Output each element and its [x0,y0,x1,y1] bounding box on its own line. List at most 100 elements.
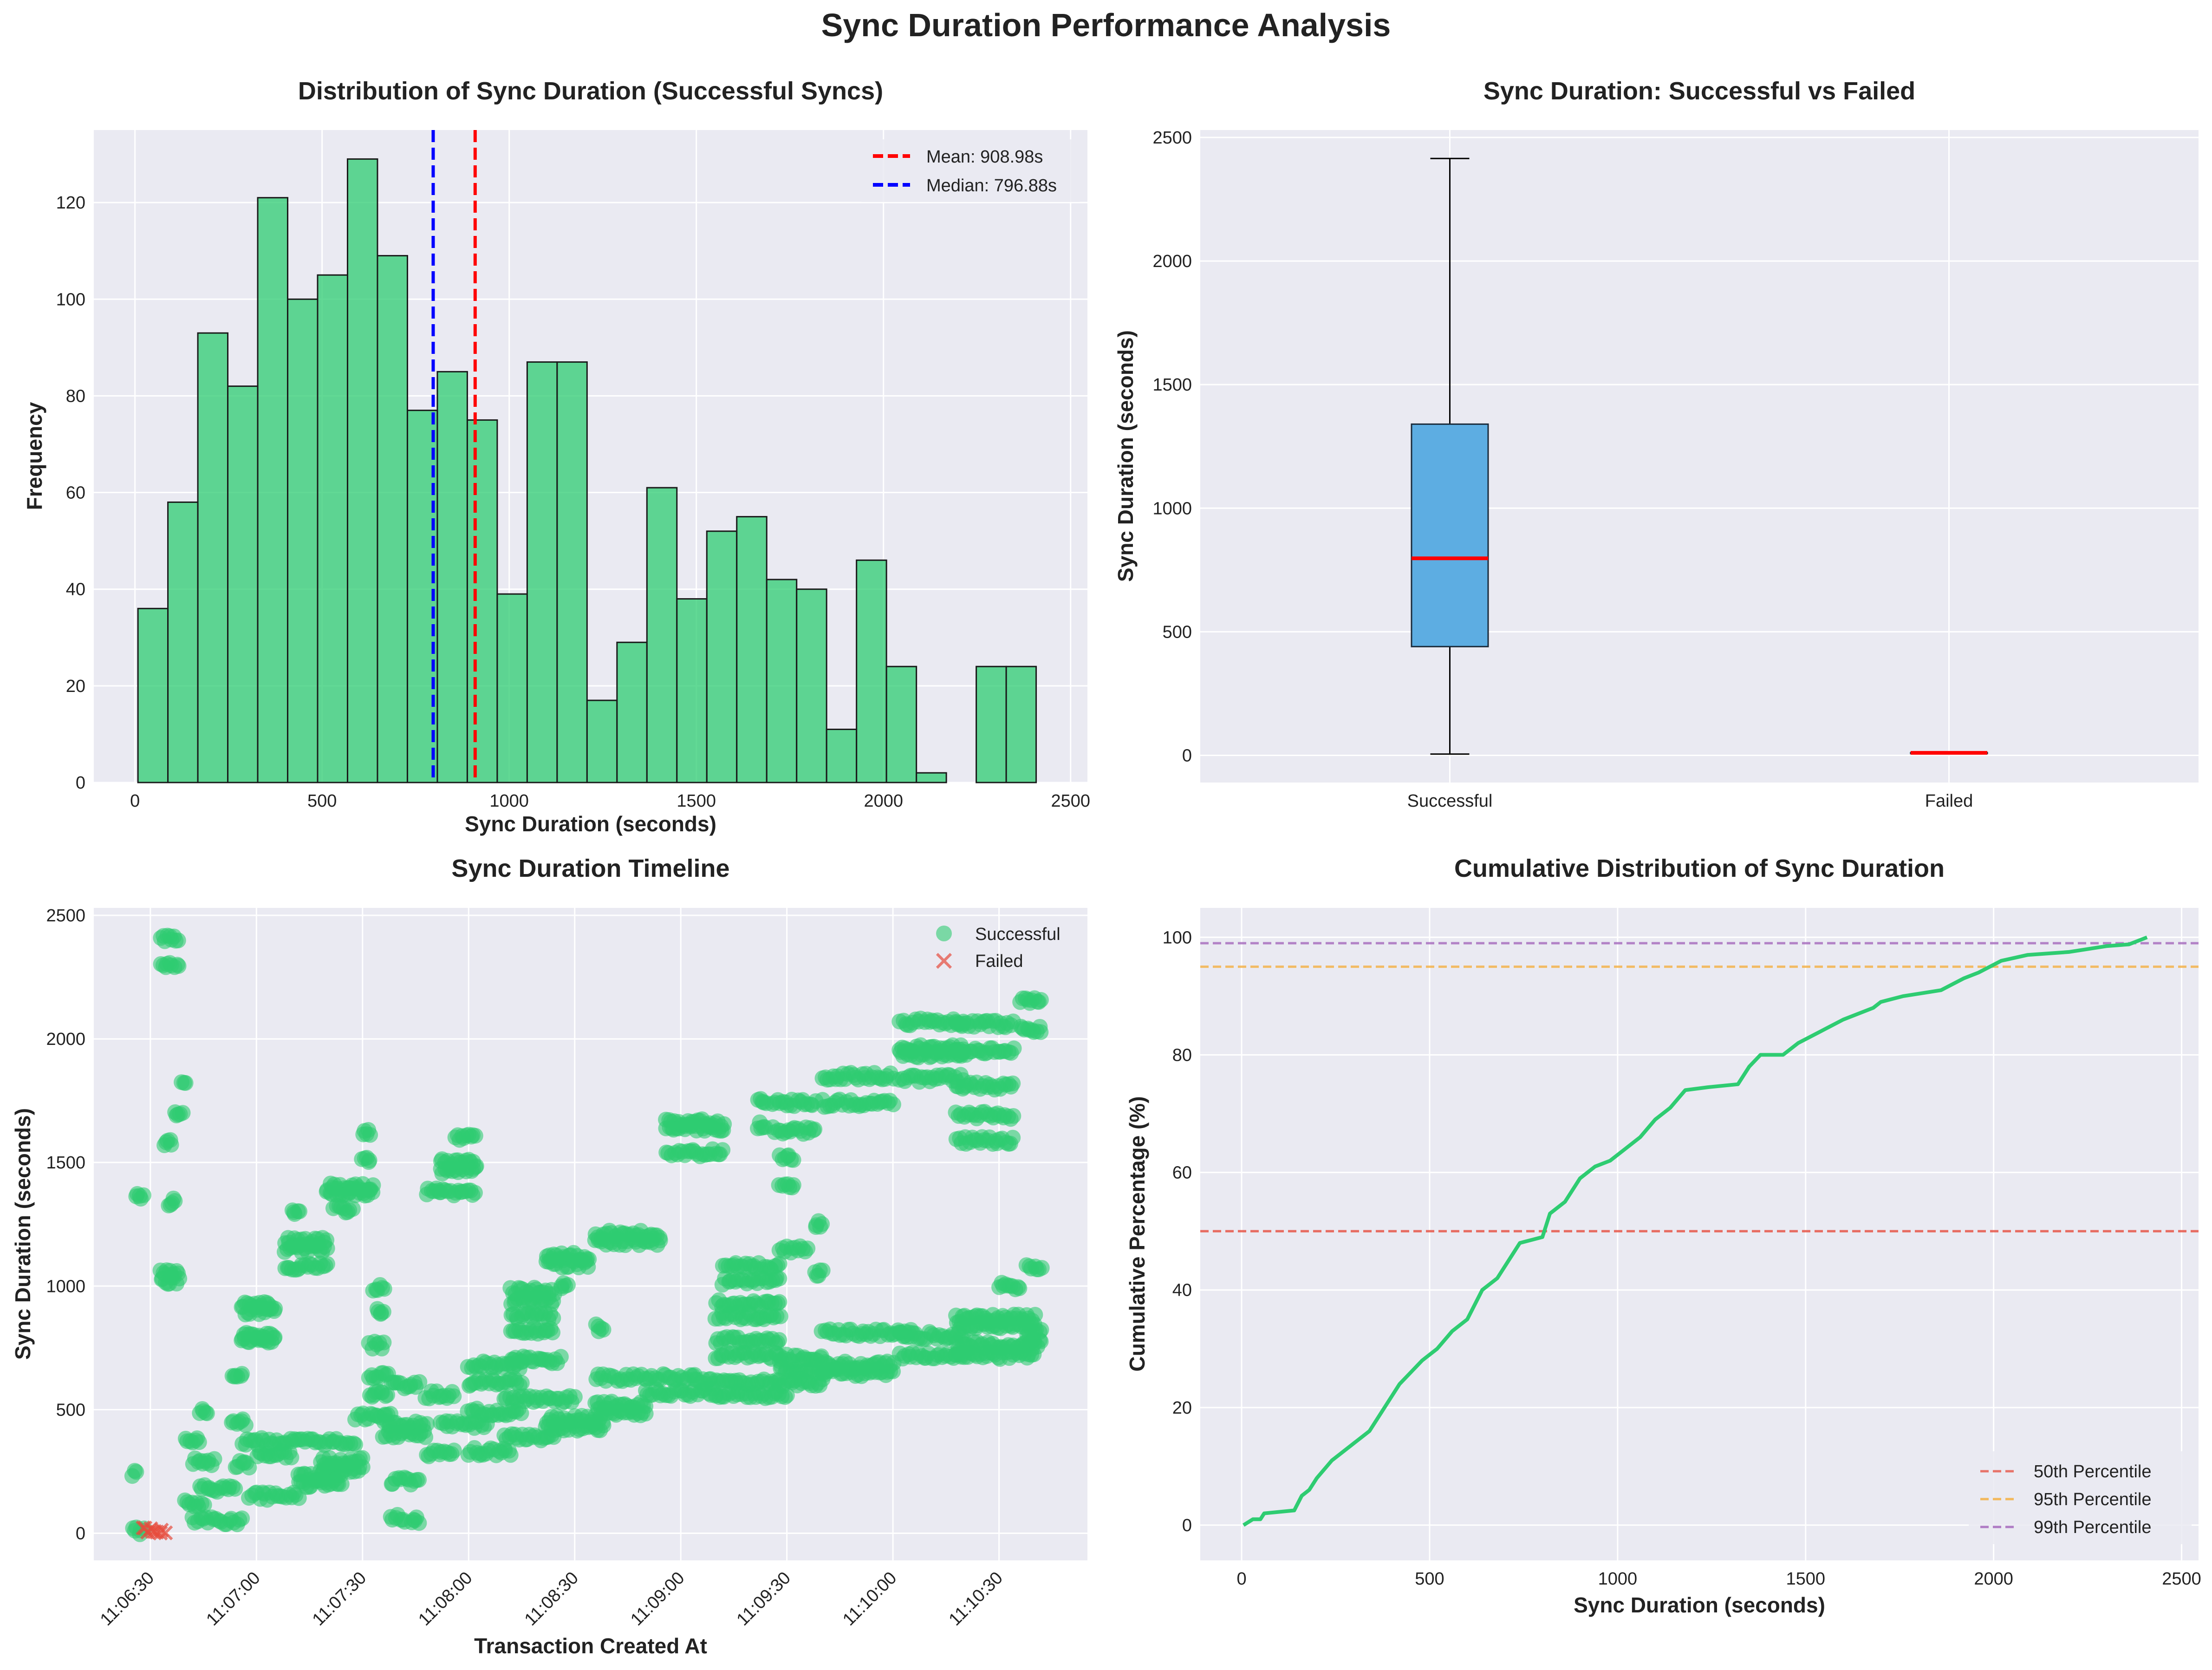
y-tick-label: 0 [76,1524,85,1543]
histogram-bar [916,772,947,783]
successful-point [345,1201,361,1217]
successful-point [1033,1333,1049,1350]
successful-point [375,1304,391,1320]
successful-point [170,933,186,949]
histogram-bar [257,197,289,783]
boxplot-plot-area [1200,130,2199,783]
histogram-bar [436,371,468,783]
successful-point [814,1262,831,1279]
successful-point [1034,1259,1050,1276]
x-tick-label: 11:06:30 [97,1568,158,1630]
histogram-bar [796,588,827,783]
histogram-bar [856,559,887,783]
successful-point [513,1405,529,1422]
successful-point [266,1303,282,1319]
successful-point [206,1451,222,1467]
x-tick-label: 2000 [864,791,903,811]
successful-point [362,1127,378,1143]
successful-point [807,1121,823,1137]
successful-point [560,1277,576,1293]
x-tick-label: 11:09:00 [627,1568,688,1630]
legend-successful-label: Successful [975,925,1060,944]
histogram-bar [377,255,408,783]
y-tick-label: 1500 [1152,375,1192,395]
boxplot-ylabel: Sync Duration (seconds) [1113,330,1138,582]
successful-point [502,1447,519,1463]
successful-point [171,1270,188,1286]
histogram-panel: Distribution of Sync Duration (Successfu… [22,77,1090,836]
histogram-bar [676,598,708,783]
successful-point [128,1464,144,1480]
histogram-bar [885,665,917,783]
timeline-title: Sync Duration Timeline [451,855,729,882]
cdf-ylabel: Cumulative Percentage (%) [1125,1096,1149,1371]
x-tick-label: 11:10:00 [839,1568,900,1630]
successful-point [771,1294,787,1310]
successful-point [785,1177,801,1193]
x-tick-label: 1000 [1598,1569,1638,1589]
successful-point [411,1472,427,1488]
y-tick-label: 20 [66,677,85,696]
y-tick-label: 2000 [1152,252,1192,271]
legend-successful-marker [936,926,952,941]
histogram-ylabel: Frequency [22,402,46,510]
x-tick-label: 11:07:00 [202,1568,264,1630]
histogram-bar [766,579,798,783]
successful-point [191,1434,207,1450]
timeline-xlabel: Transaction Created At [474,1634,707,1658]
successful-point [468,1159,484,1175]
successful-point [638,1405,654,1422]
cdf-legend-box [1969,1451,2192,1544]
histogram-bar [616,641,648,783]
histogram-bar [646,487,678,783]
y-tick-label: 2500 [46,906,85,926]
successful-point [1005,1075,1021,1091]
boxplot-panel: Sync Duration: Successful vs Failed Succ… [1113,77,2199,811]
successful-point [234,1366,250,1382]
successful-point [1033,992,1049,1008]
cdf-line [1242,935,2148,1527]
successful-point [135,1187,151,1203]
y-tick-label: 40 [1172,1281,1192,1300]
histogram-bar [706,530,738,783]
successful-point [446,1388,462,1404]
x-tick-label: 11:07:30 [309,1568,370,1630]
histogram-bar [167,501,199,783]
y-tick-label: 100 [1163,928,1192,947]
y-tick-label: 500 [1163,622,1192,642]
y-tick-label: 0 [1182,746,1192,765]
successful-point [199,1405,215,1422]
histogram-bar [586,699,618,783]
successful-point [163,1136,179,1153]
successful-point [771,1271,787,1287]
successful-point [237,1417,254,1433]
successful-point [1033,1024,1049,1040]
successful-point [566,1389,583,1405]
successful-point [354,1459,371,1475]
x-tick-label: 11:08:00 [415,1568,476,1630]
successful-point [467,1185,483,1201]
legend-p99-label: 99th Percentile [2034,1518,2152,1537]
x-tick-label: Successful [1407,791,1493,811]
histogram-bar [556,361,588,783]
cdf-panel: Cumulative Distribution of Sync Duration… [1125,855,2201,1617]
y-tick-label: 0 [1182,1516,1192,1535]
failed-point [158,1525,173,1540]
legend-p50-label: 50th Percentile [2034,1462,2152,1481]
successful-point [1005,1129,1021,1146]
successful-point [170,958,187,974]
successful-point [376,1334,392,1350]
histogram-bar [466,419,498,783]
histogram-xlabel: Sync Duration (seconds) [465,812,716,836]
cdf-xlabel: Sync Duration (seconds) [1574,1593,1825,1617]
y-tick-label: 100 [56,290,85,309]
y-tick-label: 60 [1172,1163,1192,1183]
successful-point [347,1436,364,1453]
x-tick-label: 11:10:30 [945,1568,1007,1630]
successful-point [364,1184,381,1200]
boxplot-title: Sync Duration: Successful vs Failed [1483,77,1915,105]
successful-point [467,1128,483,1144]
histogram-bar [346,158,378,783]
histogram-bar [197,332,229,783]
successful-point [411,1515,427,1531]
